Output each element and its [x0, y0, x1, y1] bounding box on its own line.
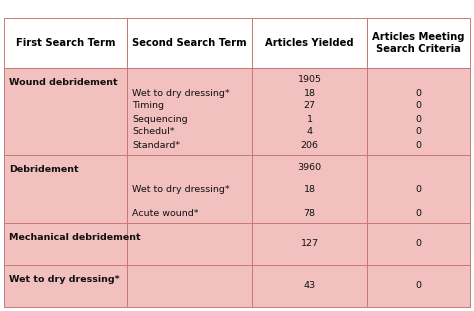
Text: Wet to dry dressing*: Wet to dry dressing* [9, 275, 119, 284]
Bar [367, 68, 470, 155]
Text: 1905: 1905 [298, 76, 321, 85]
Bar [252, 18, 367, 68]
Text: 0: 0 [416, 101, 421, 110]
Text: 206: 206 [301, 141, 319, 150]
Bar [252, 155, 367, 223]
Text: 43: 43 [303, 281, 316, 290]
Text: Articles Yielded: Articles Yielded [265, 38, 354, 48]
Bar [4, 18, 127, 68]
Bar [252, 68, 367, 155]
Text: 18: 18 [303, 89, 316, 98]
Text: Wound debridement: Wound debridement [9, 78, 118, 87]
Text: 4: 4 [307, 128, 312, 137]
Bar [4, 68, 127, 155]
Text: 127: 127 [301, 239, 319, 248]
Bar [4, 265, 127, 307]
Text: Schedul*: Schedul* [132, 128, 174, 137]
Text: Standard*: Standard* [132, 141, 180, 150]
Text: Wet to dry dressing*: Wet to dry dressing* [132, 89, 229, 98]
Bar [252, 223, 367, 265]
Text: 18: 18 [303, 185, 316, 194]
Bar [127, 155, 252, 223]
Text: 3960: 3960 [298, 163, 321, 171]
Text: Debridement: Debridement [9, 165, 79, 174]
Bar [252, 265, 367, 307]
Text: 78: 78 [303, 208, 316, 217]
Bar [367, 18, 470, 68]
Bar [127, 265, 252, 307]
Bar [367, 265, 470, 307]
Text: 0: 0 [416, 208, 421, 217]
Text: 0: 0 [416, 114, 421, 123]
Bar [127, 223, 252, 265]
Text: Timing: Timing [132, 101, 164, 110]
Text: 0: 0 [416, 281, 421, 290]
Text: Mechanical debridement: Mechanical debridement [9, 233, 141, 242]
Text: 1: 1 [307, 114, 312, 123]
Bar [4, 155, 127, 223]
Bar [127, 68, 252, 155]
Text: 0: 0 [416, 141, 421, 150]
Text: 0: 0 [416, 185, 421, 194]
Text: Wet to dry dressing*: Wet to dry dressing* [132, 185, 229, 194]
Text: Articles Meeting
Search Criteria: Articles Meeting Search Criteria [372, 32, 465, 54]
Bar [4, 223, 127, 265]
Text: 0: 0 [416, 128, 421, 137]
Text: 27: 27 [303, 101, 316, 110]
Bar [127, 18, 252, 68]
Text: First Search Term: First Search Term [16, 38, 115, 48]
Text: Sequencing: Sequencing [132, 114, 188, 123]
Text: 0: 0 [416, 89, 421, 98]
Bar [367, 155, 470, 223]
Text: Acute wound*: Acute wound* [132, 208, 199, 217]
Text: Second Search Term: Second Search Term [132, 38, 247, 48]
Bar [367, 223, 470, 265]
Text: 0: 0 [416, 239, 421, 248]
